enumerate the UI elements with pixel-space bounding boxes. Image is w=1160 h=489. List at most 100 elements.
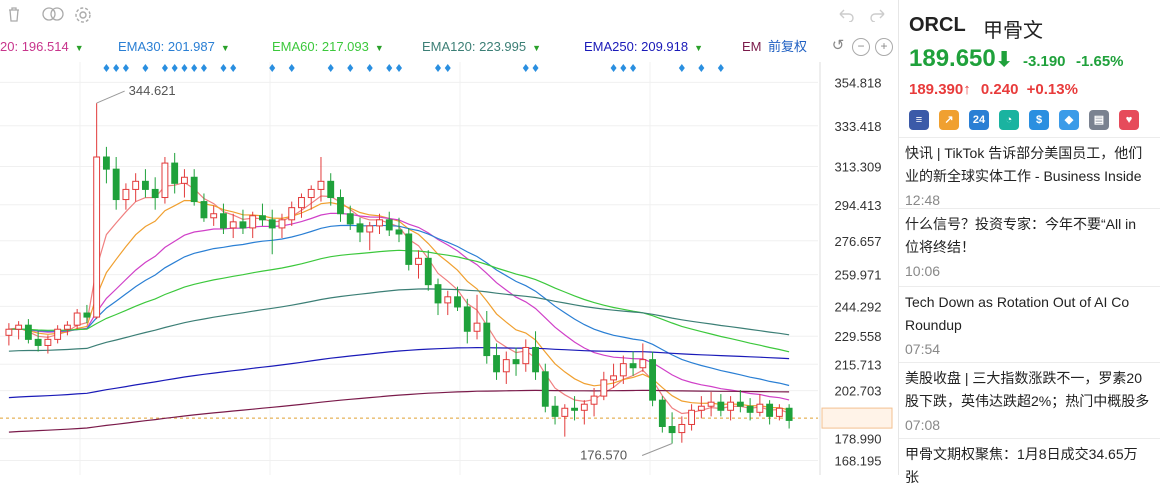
news-item[interactable]: 美股收盘 | 三大指数涨跌不一，罗素20 股下跌，英伟达跌超2%；热门中概股多 … — [899, 362, 1160, 438]
ema-item[interactable]: EMA60: 217.093 ▼ — [272, 36, 384, 58]
dropdown-arrow-icon[interactable]: ▼ — [220, 43, 230, 53]
candle-up — [229, 221, 237, 229]
candle-down — [434, 284, 442, 304]
candle-down — [746, 405, 754, 413]
reset-icon[interactable]: ↺ — [831, 37, 845, 54]
candle-down — [532, 346, 539, 373]
candle-up — [756, 403, 764, 413]
candle-up — [63, 324, 71, 330]
zoom-out-icon[interactable]: − — [852, 38, 870, 56]
event-marker-icon — [171, 64, 178, 72]
trash-icon[interactable] — [4, 6, 24, 26]
news-title: 什么信号？投资专家：今年不要“All in 位将终结！ — [905, 216, 1137, 255]
candle-up — [580, 403, 588, 411]
news-item[interactable]: 什么信号？投资专家：今年不要“All in 位将终结！ 10:06 — [899, 208, 1160, 286]
ema-value: 209.918 — [641, 39, 689, 54]
candle-up — [249, 215, 257, 229]
chart-badge-icon[interactable]: ◔ — [999, 110, 1019, 130]
event-marker-icon — [200, 64, 207, 72]
event-marker-icon — [288, 64, 295, 72]
ema-item[interactable]: EMA30: 201.987 ▼ — [118, 36, 230, 58]
after-hours-change: 0.240 — [980, 81, 1019, 98]
notes-icon[interactable]: ▤ — [1089, 110, 1109, 130]
ema-item[interactable]: EMA250: 209.918 ▼ — [584, 36, 703, 58]
ema-label: EMA120: — [422, 39, 476, 54]
candle-down — [327, 180, 335, 199]
event-marker-icon — [366, 64, 373, 72]
dollar-icon[interactable]: $ — [1029, 110, 1049, 130]
y-tick-label: 294.413 — [835, 198, 882, 213]
zoom-in-icon[interactable]: + — [875, 38, 893, 56]
event-marker-icon — [620, 64, 627, 72]
candle-up — [298, 197, 305, 209]
down-arrow-icon: ⬇ — [995, 49, 1013, 71]
candle-up — [15, 324, 23, 330]
news-title: 甲骨文期权聚焦：1月8日成交34.65万 张 — [905, 446, 1138, 485]
ema-value: 201.987 — [167, 39, 215, 54]
event-marker-icon — [698, 64, 705, 72]
ema-label: EMA250: — [584, 39, 638, 54]
candle-up — [5, 328, 13, 336]
price-change: -3.190 — [1022, 53, 1066, 70]
candle-down — [190, 176, 198, 203]
candle-up — [600, 379, 608, 397]
event-marker-icon — [610, 64, 617, 72]
candle-down — [102, 156, 110, 170]
event-marker-icon — [630, 64, 637, 72]
favorite-heart-icon[interactable]: ♥ — [1119, 110, 1139, 130]
ticker-symbol: ORCL — [909, 14, 966, 36]
event-marker-icon — [717, 64, 724, 72]
chart-toolbar — [0, 0, 898, 32]
dropdown-arrow-icon[interactable]: ▼ — [374, 43, 384, 53]
undo-icon[interactable] — [836, 6, 856, 26]
ema-item[interactable]: EM — [742, 36, 762, 58]
candle-up — [415, 257, 422, 265]
ema-item[interactable]: EMA120: 223.995 ▼ — [422, 36, 541, 58]
news-time: 12:48 — [905, 192, 941, 208]
candle-up — [775, 407, 783, 417]
event-marker-icon — [347, 64, 354, 72]
candle-down — [395, 229, 403, 235]
candle-down — [24, 324, 32, 340]
ema-legend: 20: 196.514 ▼ EMA30: 201.987 ▼ EMA60: 217.… — [0, 36, 820, 58]
dropdown-arrow-icon[interactable]: ▼ — [532, 43, 542, 53]
forecast-icon[interactable]: ↗ — [939, 110, 959, 130]
ema-value: 196.514 — [21, 39, 69, 54]
candle-down — [268, 219, 276, 229]
candle-down — [785, 407, 793, 421]
candle-up — [444, 296, 452, 304]
adjust-mode-button[interactable]: 前复权 — [768, 39, 808, 54]
news-item[interactable]: 甲骨文期权聚焦：1月8日成交34.65万 张 — [899, 438, 1160, 485]
candle-down — [551, 405, 559, 417]
candle-down — [649, 359, 657, 401]
last-price: 189.650 — [909, 45, 996, 72]
news-item[interactable]: Tech Down as Rotation Out of AI Co Round… — [899, 286, 1160, 362]
ema-label: 20: — [0, 39, 19, 54]
candle-down — [736, 401, 744, 407]
y-tick-label: 178.990 — [835, 432, 882, 447]
ema-line — [8, 346, 790, 399]
y-tick-label: 202.703 — [835, 384, 882, 399]
24h-icon[interactable]: 24 — [969, 110, 989, 130]
candle-down — [337, 197, 344, 215]
candlestick-chart[interactable]: 354.818 333.418 313.309 294.413 276.657 259.9… — [0, 62, 898, 475]
dropdown-arrow-icon[interactable]: ▼ — [694, 43, 704, 53]
event-marker-icon — [113, 64, 120, 72]
ema-item[interactable]: 20: 196.514 ▼ — [0, 36, 84, 58]
y-tick-label: 244.292 — [835, 299, 882, 314]
compare-icon[interactable] — [40, 6, 66, 26]
event-marker-icon — [122, 64, 129, 72]
candle-down — [454, 296, 461, 308]
tag-icon[interactable]: ◆ — [1059, 110, 1079, 130]
dropdown-arrow-icon[interactable]: ▼ — [74, 43, 84, 53]
candle-up — [697, 405, 705, 411]
event-marker-icon — [191, 64, 198, 72]
candle-up — [688, 409, 696, 425]
event-marker-icon — [386, 64, 393, 72]
news-item[interactable]: 快讯 | TikTok 告诉部分美国员工，他们 业的新全球实体工作 - Busi… — [899, 137, 1160, 208]
us-flag-icon[interactable]: ≡ — [909, 110, 929, 130]
redo-icon[interactable] — [868, 6, 888, 26]
settings-icon[interactable] — [73, 6, 93, 26]
event-marker-icon — [435, 64, 442, 72]
candle-up — [473, 322, 481, 332]
